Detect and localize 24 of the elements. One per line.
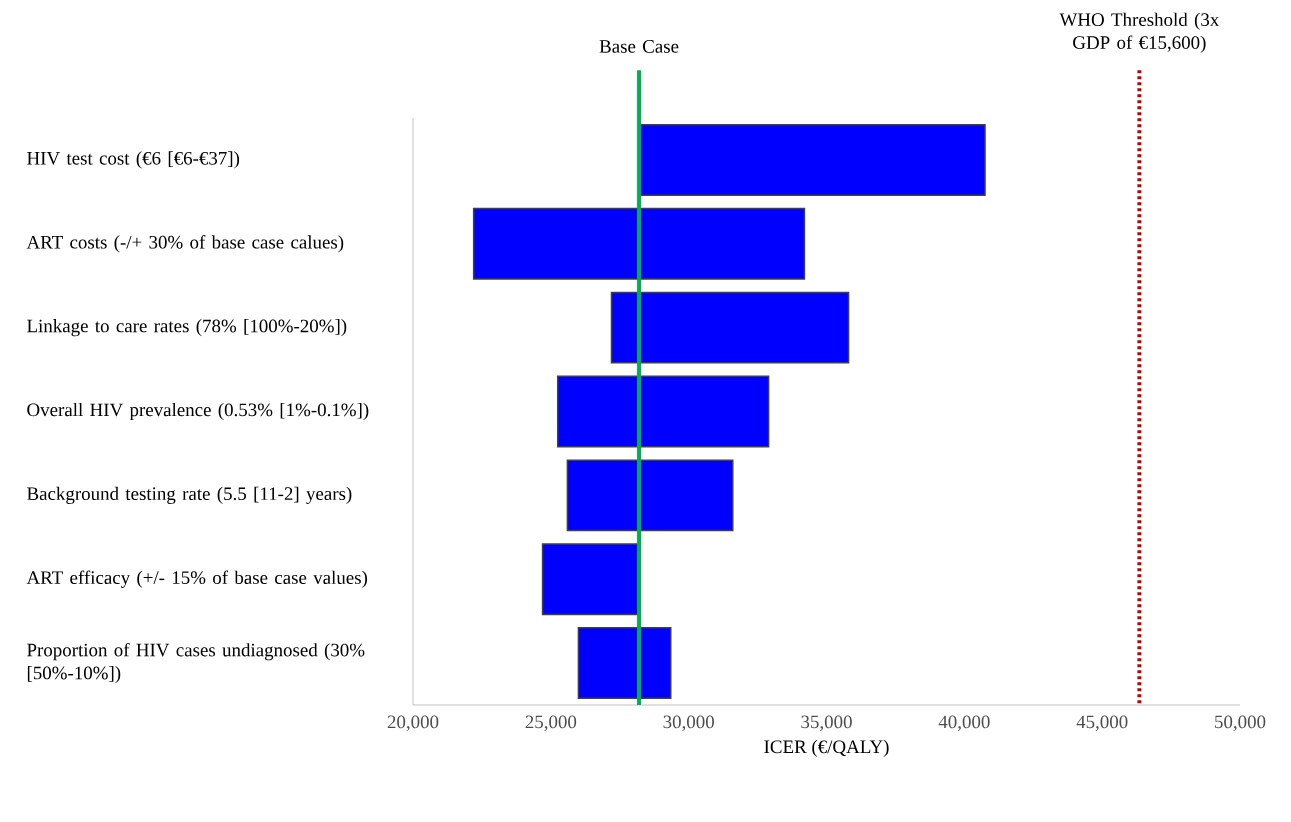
x-tick-label: 35,000	[801, 715, 852, 731]
x-tick-label: 45,000	[1076, 715, 1128, 731]
bar	[556, 375, 770, 448]
y-tick-label: HIV test cost (€6 [€6-€37])	[27, 151, 240, 169]
bar	[577, 627, 672, 700]
y-tick-label: Background testing rate (5.5 [11-2] years)	[27, 486, 352, 504]
bar	[610, 291, 850, 364]
bar	[541, 543, 639, 616]
y-tick-label: ART efficacy (+/- 15% of base case values)	[26, 570, 368, 588]
x-tick-label: 50,000	[1215, 715, 1266, 731]
bar	[566, 459, 734, 532]
x-tick-label: 40,000	[938, 715, 990, 731]
bar	[472, 207, 806, 280]
y-tick-label: Overall HIV prevalence (0.53% [1%-0.1%])	[27, 402, 369, 421]
y-tick-label: Linkage to care rates (78% [100%-20%])	[27, 319, 347, 337]
x-axis-title: ICER (€/QALY)	[764, 739, 889, 757]
x-tick-label: 30,000	[663, 715, 714, 731]
x-tick-label: 25,000	[525, 715, 577, 731]
ref-line-label: Base Case	[599, 40, 679, 53]
y-tick-label: Proportion of HIV cases undiagnosed (30% [50%-10%])	[27, 642, 365, 684]
ref-line-label: WHO Threshold (3x GDP of €15,600)	[1059, 12, 1220, 53]
y-tick-label: ART costs (-/+ 30% of base case calues)	[26, 235, 344, 253]
x-tick-label: 20,000	[387, 715, 439, 731]
bar	[638, 123, 986, 196]
